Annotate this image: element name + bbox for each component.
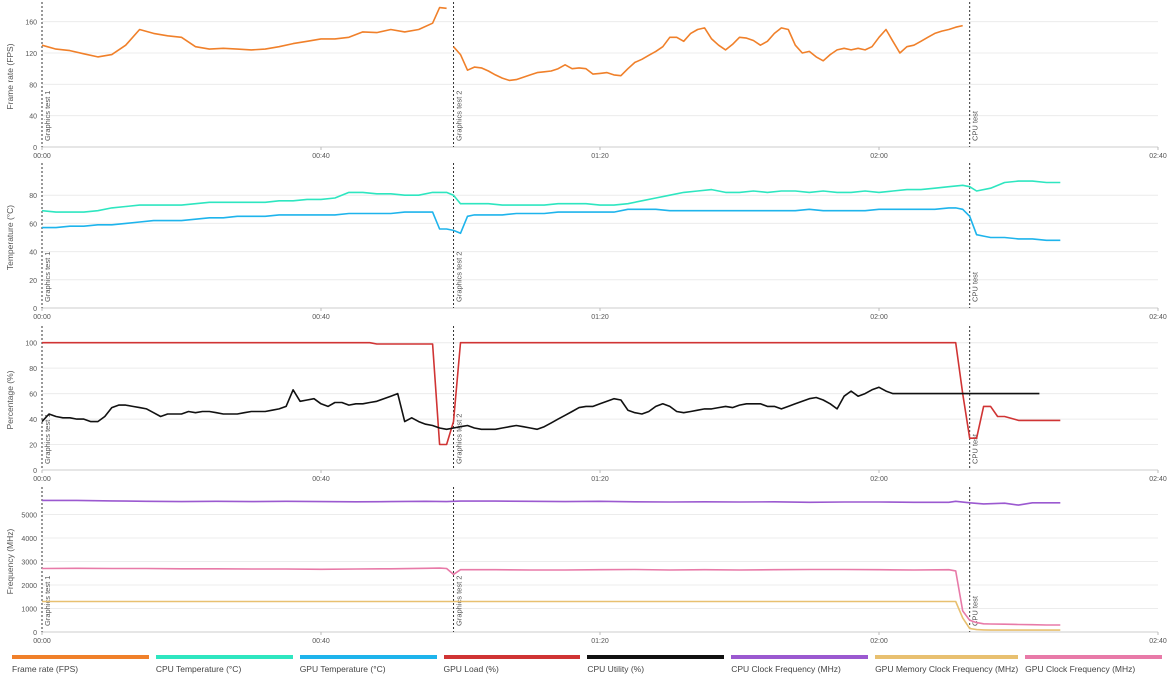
y-tick-label: 0 [33, 145, 37, 152]
legend-item[interactable]: GPU Temperature (°C) [299, 655, 437, 681]
legend-label: GPU Load (%) [443, 664, 499, 674]
series-line-cpu-clock-frequency-mhz [42, 499, 1061, 506]
legend-item[interactable]: GPU Clock Frequency (MHz) [1025, 655, 1163, 681]
legend-item[interactable]: Frame rate (FPS) [12, 655, 149, 681]
y-tick-label: 5000 [21, 513, 37, 520]
y-tick-label: 0 [33, 468, 37, 475]
x-tick-label: 02:00 [870, 638, 888, 645]
legend-swatch [587, 655, 725, 659]
legend-item[interactable]: CPU Temperature (°C) [155, 655, 293, 681]
series-line-gpu-memory-clock-frequency-mhz [42, 600, 1061, 631]
y-axis-label: Percentage (%) [5, 370, 15, 429]
y-tick-label: 80 [29, 366, 37, 373]
y-axis-label: Temperature (°C) [5, 205, 15, 270]
y-tick-label: 80 [29, 193, 37, 200]
legend-swatch [443, 655, 581, 659]
chart-panel-4: 0 1000 2000 3000 4000 5000 Frequency (MHz) 00:0… [5, 487, 1167, 645]
marker-label: Graphics test 1 [43, 414, 52, 464]
x-tick-label: 01:20 [591, 314, 609, 321]
legend-item[interactable]: GPU Load (%) [443, 655, 581, 681]
marker-label: CPU test [971, 110, 980, 141]
legend-label: CPU Clock Frequency (MHz) [731, 664, 841, 674]
x-tick-label: 02:40 [1149, 314, 1167, 321]
series-line-cpu-temperature-c [41, 180, 1061, 213]
series-line-gpu-clock-frequency-mhz [41, 567, 1061, 626]
x-tick-label: 01:20 [591, 476, 609, 483]
y-tick-label: 40 [29, 417, 37, 424]
x-tick-label: 01:20 [591, 638, 609, 645]
y-tick-label: 1000 [21, 607, 37, 614]
x-tick-label: 00:40 [312, 153, 330, 160]
x-tick-label: 00:00 [33, 314, 51, 321]
series-line-gpu-temperature-c [42, 207, 1061, 242]
y-tick-label: 120 [25, 51, 37, 58]
y-tick-label: 0 [33, 630, 37, 637]
marker-label: Graphics test 2 [455, 91, 464, 141]
y-tick-label: 3000 [21, 560, 37, 567]
marker-label: Graphics test 1 [43, 252, 52, 302]
x-tick-label: 00:00 [33, 476, 51, 483]
chart-panel-2: 0 20 40 60 80 Temperature (°C) 00:00 00:40 01:20… [5, 163, 1167, 321]
series-line-frame-rate-fps [41, 6, 447, 58]
x-tick-label: 02:00 [870, 476, 888, 483]
y-tick-label: 0 [33, 306, 37, 313]
legend-swatch [299, 655, 437, 659]
marker-label: Graphics test 2 [455, 414, 464, 464]
x-tick-label: 00:40 [312, 476, 330, 483]
legend-item[interactable]: CPU Utility (%) [587, 655, 725, 681]
legend-label: GPU Temperature (°C) [299, 664, 386, 674]
y-tick-label: 4000 [21, 536, 37, 543]
y-tick-label: 100 [25, 341, 37, 348]
y-tick-label: 40 [29, 114, 37, 121]
x-tick-label: 02:00 [870, 153, 888, 160]
legend-swatch [731, 655, 869, 659]
x-tick-label: 00:40 [312, 638, 330, 645]
legend-label: GPU Clock Frequency (MHz) [1025, 664, 1136, 674]
legend-item[interactable]: GPU Memory Clock Frequency (MHz) [875, 655, 1019, 681]
charts-svg: 0 40 80 120 160 Frame rate (FPS) 00:00 00:40 01:… [5, 2, 1167, 645]
x-tick-label: 00:00 [33, 638, 51, 645]
y-tick-label: 40 [29, 250, 37, 257]
x-tick-label: 02:40 [1149, 476, 1167, 483]
legend-label: GPU Memory Clock Frequency (MHz) [875, 664, 1019, 674]
x-tick-label: 02:40 [1149, 638, 1167, 645]
y-tick-label: 2000 [21, 583, 37, 590]
legend-swatch [12, 655, 149, 659]
marker-label: CPU test [971, 433, 980, 464]
legend-label: CPU Temperature (°C) [155, 664, 242, 674]
series-line-frame-rate-fps [452, 24, 963, 82]
marker-label: Graphics test 1 [43, 91, 52, 141]
y-tick-label: 20 [29, 443, 37, 450]
y-tick-label: 60 [29, 392, 37, 399]
x-tick-label: 00:00 [33, 153, 51, 160]
x-tick-label: 01:20 [591, 153, 609, 160]
legend-label: Frame rate (FPS) [12, 664, 79, 674]
y-tick-label: 20 [29, 278, 37, 285]
y-tick-label: 60 [29, 221, 37, 228]
legend-label: CPU Utility (%) [587, 664, 645, 674]
y-tick-label: 160 [25, 20, 37, 27]
marker-label: CPU test [971, 595, 980, 626]
legend-swatch [875, 655, 1019, 659]
legend-swatch [1025, 655, 1163, 659]
legend: Frame rate (FPS) CPU Temperature (°C) GPU … [12, 655, 1163, 681]
x-tick-label: 02:40 [1149, 153, 1167, 160]
y-tick-label: 80 [29, 82, 37, 89]
y-axis-label: Frame rate (FPS) [5, 43, 15, 109]
marker-label: Graphics test 2 [455, 252, 464, 302]
chart-panel-1: 0 40 80 120 160 Frame rate (FPS) 00:00 00:40 01:… [5, 2, 1167, 160]
marker-label: CPU test [971, 271, 980, 302]
series-line-cpu-utility [41, 386, 1040, 431]
legend-swatch [155, 655, 293, 659]
y-axis-label: Frequency (MHz) [5, 529, 15, 595]
x-tick-label: 00:40 [312, 314, 330, 321]
legend-item[interactable]: CPU Clock Frequency (MHz) [731, 655, 869, 681]
chart-panel-3: 0 20 40 60 80 100 Percentage (%) 00:00 00:40 01:2… [5, 326, 1167, 483]
x-tick-label: 02:00 [870, 314, 888, 321]
